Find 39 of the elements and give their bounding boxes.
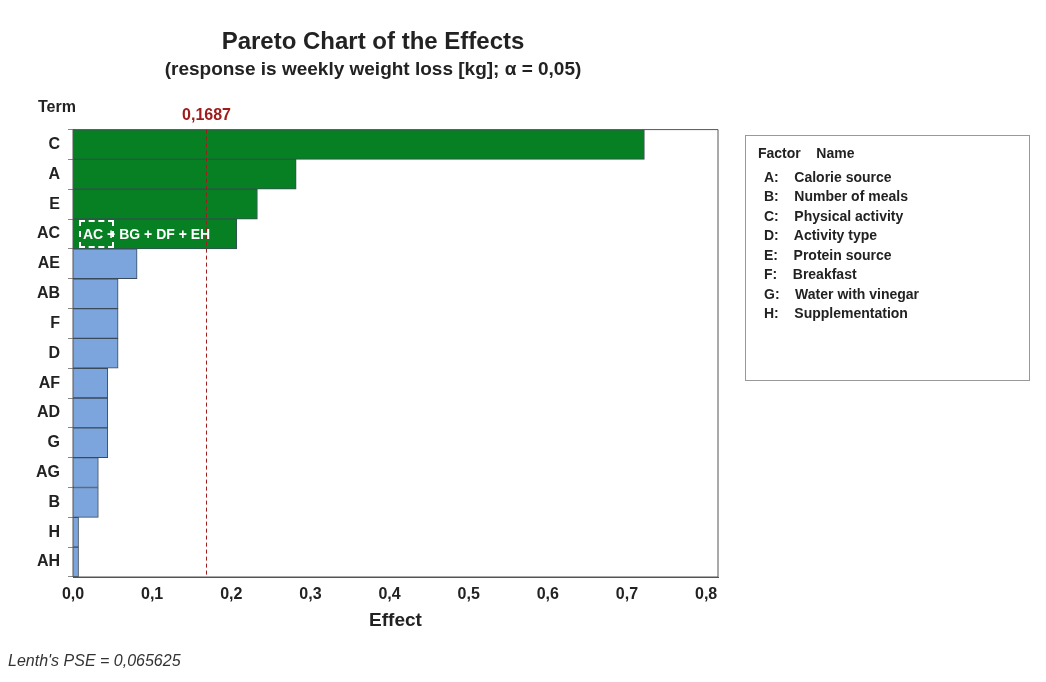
x-tick-label: 0,7	[615, 585, 639, 603]
ref-line-label: 0,1687	[182, 106, 232, 124]
text: G: Water with vinegar	[764, 284, 921, 304]
x-tick-label: 0,3	[299, 585, 322, 603]
y-tick-label: H	[48, 522, 60, 540]
x-tick-label: 0,5	[457, 585, 480, 603]
y-tick-label: AE	[37, 254, 61, 272]
text: H: Supplementation	[764, 304, 909, 323]
text: B: Number of meals	[764, 187, 909, 206]
chart-title: Pareto Chart of the Effects	[221, 27, 525, 55]
y-tick-label: AH	[36, 552, 60, 570]
x-tick-label: 0,4	[378, 585, 401, 603]
text: Factor Name	[758, 144, 856, 163]
x-tick-label: 0,8	[695, 585, 718, 603]
y-tick-label: AG	[36, 463, 60, 481]
y-tick-label: B	[48, 492, 60, 510]
y-tick-label: C	[48, 134, 61, 152]
y-tick-label: AC	[36, 224, 61, 242]
text: Lenth's PSE = 0,065625	[8, 652, 181, 670]
y-tick-label: F	[50, 313, 61, 331]
text: C: Physical activity	[764, 206, 905, 226]
y-tick-label: G	[47, 433, 60, 451]
text: D: Activity type	[764, 226, 879, 245]
x-tick-label: 0,1	[141, 585, 164, 603]
text: A: Calorie source	[764, 167, 893, 187]
x-tick-label: 0,2	[220, 585, 243, 603]
text: E: Protein source	[764, 245, 893, 265]
x-tick-label: 0,6	[536, 585, 560, 603]
y-axis-title: Term	[38, 98, 76, 116]
y-tick-label: A	[48, 164, 61, 182]
x-axis-title: Effect	[369, 608, 423, 630]
y-tick-label: E	[49, 194, 61, 212]
y-tick-label: AF	[38, 373, 61, 391]
y-tick-label: AD	[36, 403, 60, 421]
chart-subtitle: (response is weekly weight loss [kg]; α = 0,05)	[164, 58, 582, 80]
text: F: Breakfast	[764, 265, 858, 284]
x-tick-label: 0,0	[61, 585, 85, 603]
y-tick-label: D	[48, 343, 60, 361]
y-tick-label: AB	[36, 284, 60, 302]
